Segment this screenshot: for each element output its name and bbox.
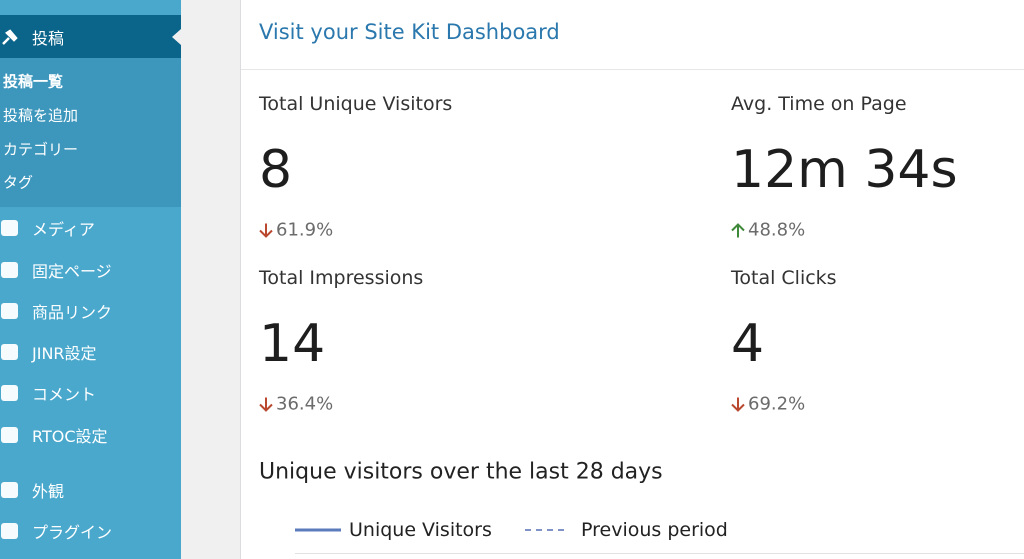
menu-icon xyxy=(1,262,18,278)
submenu-item[interactable]: 投稿を追加 xyxy=(3,106,79,125)
legend-label: Previous period xyxy=(581,519,728,541)
submenu-item[interactable]: カテゴリー xyxy=(3,140,79,159)
menu-icon xyxy=(1,523,18,539)
menu-icon xyxy=(1,427,18,443)
menu-item[interactable]: メディア xyxy=(32,220,95,239)
change-value: 36.4% xyxy=(276,393,334,415)
menu-icon xyxy=(1,303,18,319)
menu-icon xyxy=(1,385,18,401)
menu-item[interactable]: コメント xyxy=(32,385,97,404)
change-value: 48.8% xyxy=(748,219,806,241)
chart-title: Unique visitors over the last 28 days xyxy=(259,459,663,485)
legend-label: Unique Visitors xyxy=(349,519,492,541)
legend-line-dashed xyxy=(525,529,567,531)
metric-label: Total Clicks xyxy=(731,267,837,289)
menu-item[interactable]: JINR設定 xyxy=(32,344,97,363)
site-kit-card: Visit your Site Kit Dashboard Total Uniq… xyxy=(240,0,1024,559)
metric-label: Avg. Time on Page xyxy=(731,93,907,115)
metric-label: Total Unique Visitors xyxy=(259,93,453,115)
submenu-bg xyxy=(0,58,181,207)
active-menu-bg xyxy=(0,15,181,58)
change-value: 61.9% xyxy=(276,219,334,241)
card-title[interactable]: Visit your Site Kit Dashboard xyxy=(259,20,560,44)
pin-icon xyxy=(2,29,18,45)
metric-value: 12m 34s xyxy=(731,140,958,200)
arrow-down xyxy=(731,397,745,412)
menu-item[interactable]: RTOC設定 xyxy=(32,427,108,446)
change-value: 69.2% xyxy=(748,393,806,415)
submenu-item[interactable]: タグ xyxy=(3,173,34,192)
metric-value: 14 xyxy=(259,314,326,374)
submenu-item[interactable]: 投稿一覧 xyxy=(3,72,64,91)
menu-item[interactable]: 外観 xyxy=(32,482,65,501)
metric-change: 69.2% xyxy=(731,394,805,415)
metric-change: 36.4% xyxy=(259,394,333,415)
divider xyxy=(241,69,1024,70)
admin-sidebar: 投稿 投稿一覧 投稿を追加 カテゴリー タグ メディア固定ページ商品リンク JIN… xyxy=(0,0,181,559)
active-notch xyxy=(172,29,181,45)
menu-icon xyxy=(1,220,18,236)
metric-change: 61.9% xyxy=(259,220,333,241)
metric-label: Total Impressions xyxy=(259,267,424,289)
menu-item[interactable]: プラグイン xyxy=(32,523,113,542)
arrow-down xyxy=(259,397,273,412)
menu-item[interactable]: 投稿 xyxy=(32,29,65,48)
menu-icon xyxy=(1,482,18,498)
menu-item[interactable]: 商品リンク xyxy=(32,303,113,322)
metric-value: 4 xyxy=(731,314,765,374)
metric-value: 8 xyxy=(259,140,293,200)
arrow-up xyxy=(731,222,745,237)
legend-line-solid xyxy=(295,528,341,532)
divider xyxy=(295,553,1024,554)
arrow-down xyxy=(259,223,273,238)
menu-icon xyxy=(1,344,18,360)
menu-item[interactable]: 固定ページ xyxy=(32,262,112,281)
metric-change: 48.8% xyxy=(731,220,805,241)
